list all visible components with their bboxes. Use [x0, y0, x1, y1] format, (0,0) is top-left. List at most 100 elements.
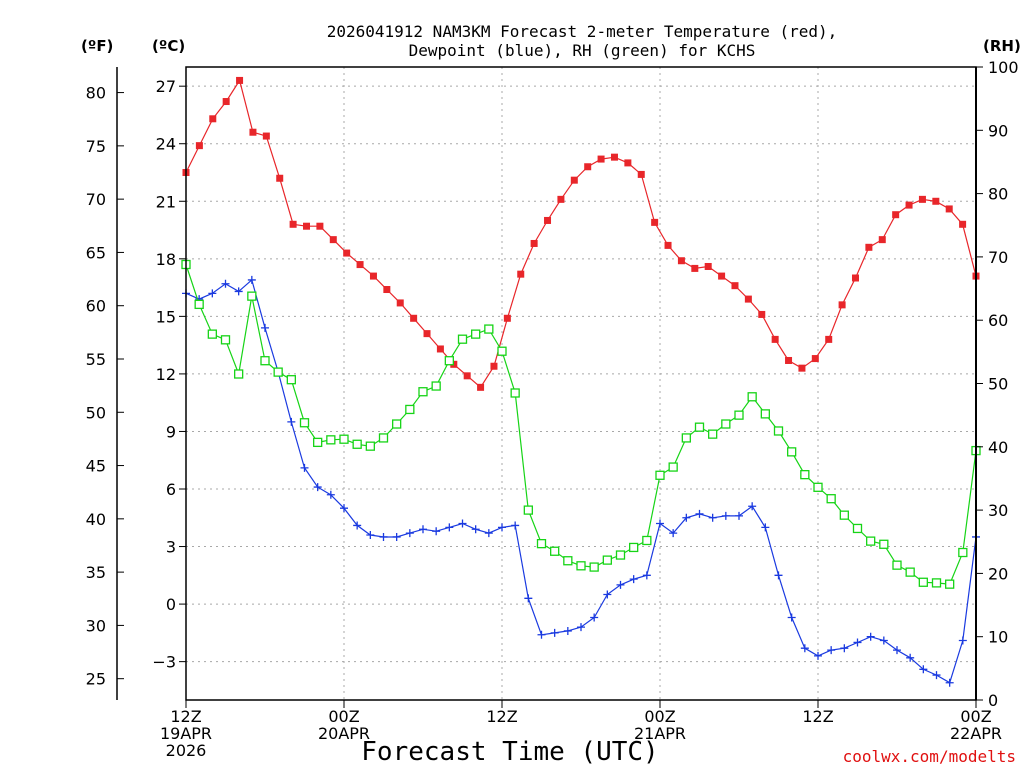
celsius-tick-label: −3: [152, 653, 176, 672]
x-tick-label: 21APR: [634, 724, 686, 743]
rh-point: [813, 482, 823, 492]
rh-tick-label: 90: [988, 121, 1008, 140]
rh-tick-label: 100: [988, 58, 1019, 77]
temperature-point: [410, 314, 418, 322]
temperature-point: [343, 249, 351, 257]
rh-point: [931, 578, 942, 588]
dewpoint-point: [326, 490, 335, 499]
dewpoint-point: [735, 511, 743, 520]
dewpoint-point: [748, 502, 757, 511]
temperature-point: [758, 310, 766, 318]
temperature-point: [557, 195, 565, 203]
dewpoint-point: [879, 636, 888, 645]
fahrenheit-tick-label: 45: [86, 457, 106, 476]
temperature-point: [477, 383, 485, 391]
rh-point: [787, 447, 797, 457]
rh-tick-label: 60: [988, 311, 1008, 330]
dewpoint-point: [682, 513, 691, 522]
temperature-point: [851, 274, 859, 282]
temperature-point: [597, 155, 605, 163]
dewpoint-point: [590, 613, 599, 622]
temperature-point: [369, 272, 377, 280]
dewpoint-point: [656, 519, 664, 528]
rh-point: [392, 419, 402, 429]
rh-point: [273, 367, 283, 377]
rh-point: [734, 410, 744, 420]
rh-unit-label: (RH): [983, 37, 1021, 55]
rh-point: [958, 547, 968, 558]
rh-point: [747, 392, 757, 402]
rh-point: [826, 494, 836, 504]
temperature-point: [195, 142, 203, 150]
celsius-tick-label: 24: [156, 135, 176, 154]
rh-point: [760, 409, 770, 419]
temperature-point: [718, 272, 726, 280]
temperature-point: [865, 243, 873, 251]
temperature-point: [731, 282, 739, 290]
fahrenheit-tick-label: 30: [86, 616, 106, 635]
rh-point: [694, 422, 705, 432]
dewpoint-point: [945, 678, 954, 687]
rh-point: [852, 523, 863, 534]
temperature-point: [222, 98, 230, 106]
dewpoint-point: [261, 323, 269, 332]
temperature-point: [664, 241, 672, 249]
rh-point: [550, 546, 560, 556]
rh-tick-label: 30: [988, 501, 1008, 520]
temperature-point: [825, 335, 833, 343]
temperature-point: [356, 261, 364, 269]
rh-point: [866, 536, 876, 546]
dewpoint-point: [471, 525, 480, 534]
dewpoint-point: [221, 279, 230, 288]
dewpoint-point: [919, 665, 928, 674]
dewpoint-point: [761, 523, 770, 532]
rh-point: [602, 555, 612, 565]
temperature-point: [544, 216, 552, 224]
temperature-point: [503, 314, 511, 322]
temperature-point: [570, 176, 578, 184]
rh-tick-label: 10: [988, 628, 1008, 647]
rh-point: [563, 556, 573, 566]
rh-tick-label: 70: [988, 248, 1008, 267]
x-tick-label: 19APR: [160, 724, 212, 743]
dewpoint-point: [432, 527, 441, 536]
x-tick-label: 00Z: [960, 707, 991, 726]
rh-point: [260, 356, 270, 366]
temperature-point: [262, 132, 270, 140]
dewpoint-point: [458, 519, 467, 528]
temperature-point: [517, 270, 525, 278]
celsius-tick-label: 21: [156, 192, 176, 211]
temperature-point: [303, 222, 311, 230]
dewpoint-point: [695, 509, 704, 518]
dewpoint-point: [353, 521, 362, 530]
temperature-point: [423, 330, 431, 338]
temperature-point: [436, 345, 444, 353]
x-tick-label: 12Z: [486, 707, 517, 726]
dewpoint-point: [524, 594, 533, 603]
dewpoint-point: [958, 636, 967, 645]
fahrenheit-unit-label: (ºF): [81, 37, 113, 55]
temperature-point: [396, 299, 404, 307]
temperature-point: [691, 264, 699, 272]
dewpoint-point: [866, 632, 875, 641]
temperature-point: [624, 159, 632, 167]
dewpoint-point: [840, 644, 849, 653]
dewpoint-point: [234, 287, 243, 296]
rh-point: [708, 429, 718, 439]
dewpoint-point: [932, 671, 941, 680]
temperature-point: [892, 211, 900, 219]
rh-point: [286, 375, 296, 385]
credit-text: coolwx.com/modelts: [843, 747, 1016, 766]
rh-point: [773, 426, 784, 436]
rh-point: [352, 439, 362, 449]
temperature-point: [785, 356, 793, 364]
temperature-point: [289, 220, 297, 228]
rh-point: [510, 388, 520, 398]
rh-point: [194, 299, 204, 310]
dewpoint-point: [563, 626, 572, 635]
dewpoint-point: [906, 653, 915, 662]
dewpoint-point: [379, 532, 388, 541]
rh-point: [905, 567, 915, 577]
temperature-point: [932, 197, 940, 205]
rh-point: [247, 291, 257, 301]
